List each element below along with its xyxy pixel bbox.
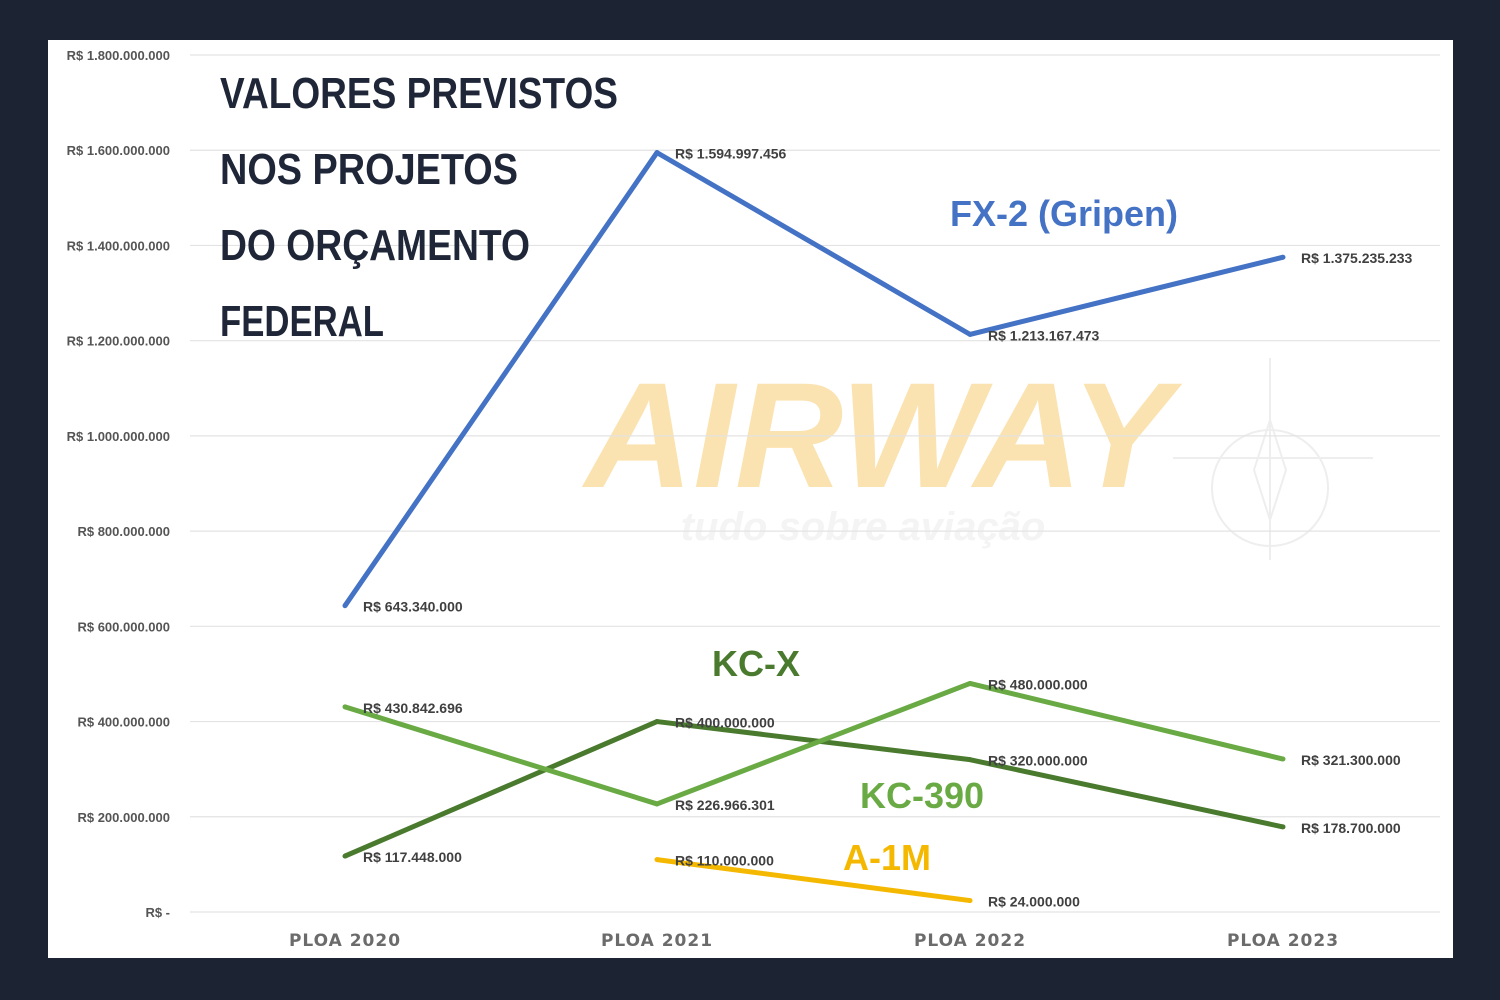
data-point xyxy=(342,853,348,859)
y-tick-label: R$ 1.000.000.000 xyxy=(67,429,170,444)
x-tick-label: PLOA 2022 xyxy=(914,931,1026,951)
data-point xyxy=(654,857,660,863)
data-label: R$ 1.375.235.233 xyxy=(1301,250,1413,266)
y-tick-label: R$ 1.800.000.000 xyxy=(67,48,170,63)
data-labels-layer: R$ 643.340.000 R$ 1.594.997.456 R$ 1.213.1… xyxy=(363,146,1413,910)
data-label: R$ 110.000.000 xyxy=(675,853,774,869)
data-label: R$ 226.966.301 xyxy=(675,797,775,813)
series-layer xyxy=(342,150,1286,904)
data-point xyxy=(654,150,660,156)
data-point xyxy=(654,719,660,725)
airway-watermark: AIRWAY tudo sobre aviação xyxy=(581,351,1373,560)
x-tick-label: PLOA 2023 xyxy=(1227,931,1339,951)
chart-panel: AIRWAY tudo sobre aviação R$ 1.800.000.0… xyxy=(48,40,1453,958)
data-label: R$ 480.000.000 xyxy=(988,676,1088,692)
y-tick-label: R$ 600.000.000 xyxy=(77,619,170,634)
data-point xyxy=(1280,254,1286,260)
data-label: R$ 1.594.997.456 xyxy=(675,146,787,162)
title-line-2: NOS PROJETOS xyxy=(220,145,518,194)
data-point xyxy=(342,704,348,710)
title-line-3: DO ORÇAMENTO xyxy=(220,221,530,270)
y-tick-label: R$ 400.000.000 xyxy=(77,715,170,730)
data-point xyxy=(342,603,348,609)
data-label: R$ 400.000.000 xyxy=(675,715,775,731)
data-point xyxy=(967,331,973,337)
chart-title: VALORES PREVISTOS NOS PROJETOS DO ORÇAME… xyxy=(220,69,618,346)
series-name-fx-2-gripen: FX-2 (Gripen) xyxy=(950,193,1178,234)
data-point xyxy=(1280,824,1286,830)
data-label: R$ 430.842.696 xyxy=(363,700,463,716)
y-tick-label: R$ 1.600.000.000 xyxy=(67,143,170,158)
series-line-kc-390 xyxy=(344,680,1284,807)
compass-icon xyxy=(1173,358,1373,560)
watermark-brand: AIRWAY xyxy=(581,351,1183,519)
data-label: R$ 643.340.000 xyxy=(363,599,463,615)
x-axis: PLOA 2020 PLOA 2021 PLOA 2022 PLOA 2023 xyxy=(289,931,1339,951)
x-tick-label: PLOA 2021 xyxy=(601,931,713,951)
watermark-tagline: tudo sobre aviação xyxy=(681,505,1046,549)
series-name-kc-x: KC-X xyxy=(712,643,800,684)
y-tick-label: R$ - xyxy=(145,905,170,920)
data-point xyxy=(967,680,973,686)
data-label: R$ 117.448.000 xyxy=(363,849,462,865)
data-point xyxy=(654,801,660,807)
series-line-a-1m xyxy=(656,857,971,904)
series-line-fx-2-gripen xyxy=(342,150,1284,608)
line-chart: AIRWAY tudo sobre aviação R$ 1.800.000.0… xyxy=(67,48,1440,951)
series-name-kc-390: KC-390 xyxy=(860,775,984,816)
y-axis: R$ 1.800.000.000 R$ 1.600.000.000 R$ 1.400… xyxy=(67,48,170,920)
series-line-kc-x xyxy=(344,719,1284,859)
data-label: R$ 320.000.000 xyxy=(988,753,1088,769)
data-point xyxy=(967,898,973,904)
title-line-1: VALORES PREVISTOS xyxy=(220,69,618,118)
data-label: R$ 1.213.167.473 xyxy=(988,327,1100,343)
series-name-a-1m: A-1M xyxy=(843,837,931,878)
data-point xyxy=(967,757,973,763)
y-tick-label: R$ 200.000.000 xyxy=(77,810,170,825)
title-line-4: FEDERAL xyxy=(220,297,384,346)
data-point xyxy=(1280,756,1286,762)
series-name-labels: FX-2 (Gripen) KC-X KC-390 A-1M xyxy=(712,193,1178,878)
y-tick-label: R$ 1.400.000.000 xyxy=(67,238,170,253)
y-tick-label: R$ 1.200.000.000 xyxy=(67,334,170,349)
x-tick-label: PLOA 2020 xyxy=(289,931,401,951)
gridlines xyxy=(190,54,1440,913)
data-label: R$ 321.300.000 xyxy=(1301,752,1401,768)
y-tick-label: R$ 800.000.000 xyxy=(77,524,170,539)
data-label: R$ 178.700.000 xyxy=(1301,820,1401,836)
data-label: R$ 24.000.000 xyxy=(988,894,1080,910)
